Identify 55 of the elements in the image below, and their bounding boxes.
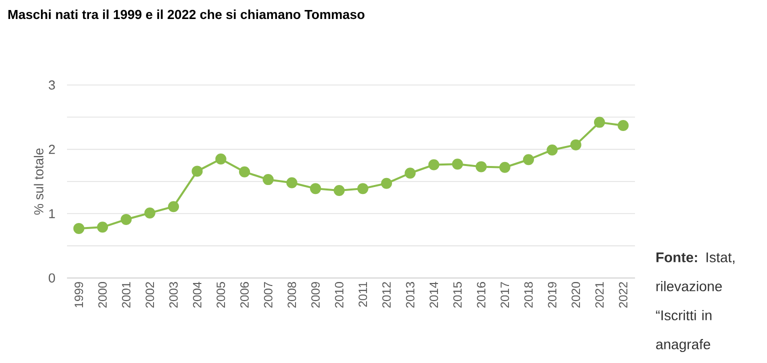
point [97,222,108,233]
x-tick-label: 2012 [382,282,391,308]
x-tick-label: 2007 [264,282,272,308]
point [168,201,180,212]
y-axis-title: % sul totale [34,148,44,215]
x-tick-label: 2001 [122,282,130,308]
y-tick-label: 3 [48,80,55,90]
point [452,158,464,170]
x-tick-label: 2008 [288,282,296,308]
point [428,159,440,170]
x-tick-label: 2003 [169,282,178,308]
point [310,183,322,194]
x-tick-label: 2014 [430,282,438,308]
y-tick-label: 1 [49,209,55,218]
x-tick-label: 1999 [74,282,84,308]
point [404,168,416,179]
point [262,174,274,186]
y-tick-label: 2 [48,144,55,154]
x-tick-label: 2004 [192,282,202,308]
point [334,184,345,196]
x-tick-label: 2021 [595,282,604,308]
point [215,153,226,164]
point [381,178,392,189]
point [570,139,582,150]
point [499,162,510,173]
point [523,154,534,166]
x-tick-label: 2005 [216,282,226,308]
point [594,116,605,128]
chart-title: Maschi nati tra il 1999 e il 2022 che si chiamano Tommaso [8,10,364,20]
x-tick-label: 2009 [311,282,320,308]
text: Fonte: Istat, rilevazione “Iscritti in anagrafe [656,252,734,352]
x-tick-label: 2000 [98,282,107,308]
x-tick-label: 2013 [406,282,414,308]
x-tick-label: 2015 [453,282,462,308]
point [618,120,629,132]
point [192,166,203,177]
y-tick-label: 0 [48,273,55,283]
x-tick-label: 2019 [548,282,556,308]
x-tick-label: 2010 [334,282,344,308]
point [144,208,156,219]
point [120,214,132,225]
point [73,222,84,234]
point [286,177,298,188]
point [357,183,368,194]
x-tick-label: 2018 [524,282,533,308]
point [546,144,558,156]
x-tick-label: 2022 [618,282,628,308]
x-tick-label: 2020 [572,282,580,308]
x-tick-label: 2017 [500,282,510,308]
x-tick-label: 2016 [476,282,486,308]
point [476,161,487,172]
x-tick-label: 2006 [240,282,249,308]
x-tick-label: 2002 [146,282,154,308]
x-tick-label: 2011 [358,282,368,307]
point [239,166,250,178]
